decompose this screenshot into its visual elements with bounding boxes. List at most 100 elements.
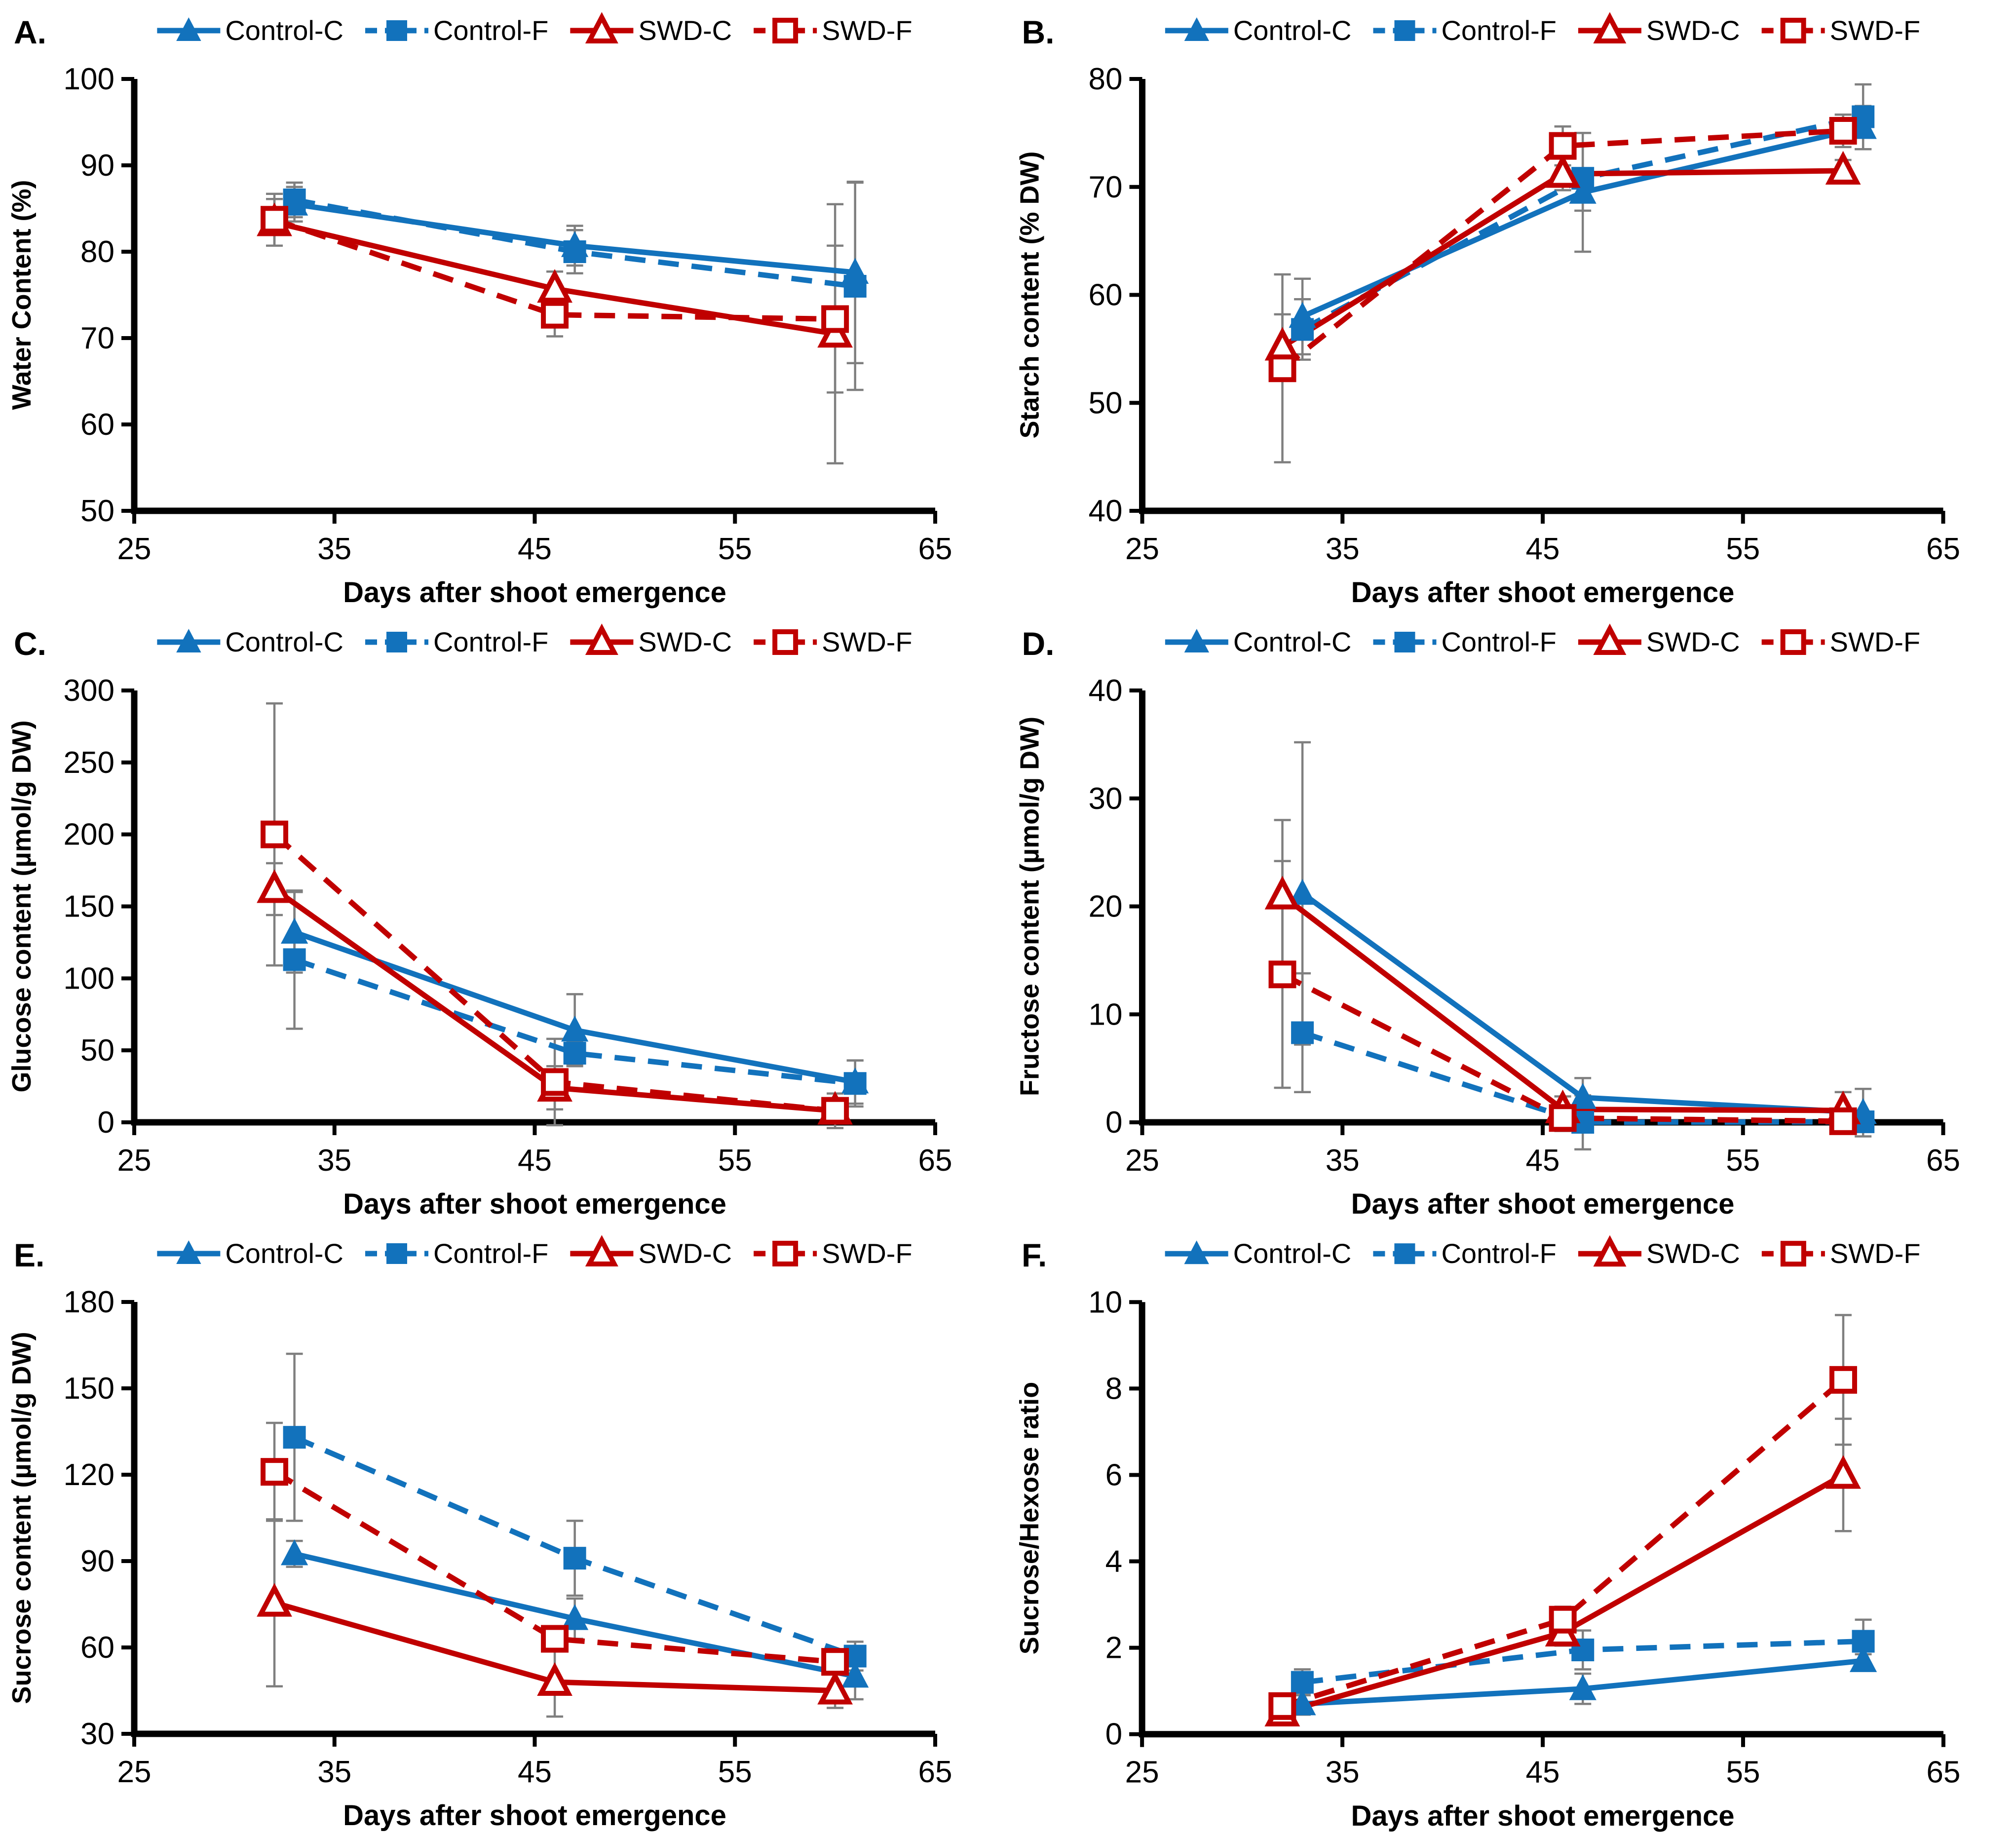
panel-letter: D. bbox=[1022, 625, 1055, 662]
y-tick-label: 60 bbox=[80, 1631, 114, 1665]
y-tick-label: 40 bbox=[1089, 674, 1123, 708]
data-point-swd-c bbox=[1264, 876, 1300, 910]
panel-a: A. Control-C Control-F SWD-C SWD-F 50 60 70 80 90… bbox=[0, 0, 1008, 612]
axes: 0 50 100 150 200 250 300 25 35 45 55 65 bbox=[64, 674, 952, 1178]
x-tick-label: 65 bbox=[1926, 1756, 1960, 1790]
x-tick-label: 55 bbox=[718, 1755, 752, 1789]
x-tick-label: 65 bbox=[918, 1755, 952, 1789]
legend-item: SWD-F bbox=[1761, 1238, 1920, 1269]
legend-marker-triangle bbox=[1184, 629, 1210, 652]
panel-e-chart: E. Control-C Control-F SWD-C SWD-F 30 60 90 120 1… bbox=[7, 1235, 952, 1832]
x-tick-label: 45 bbox=[1526, 1756, 1560, 1790]
y-tick-label: 150 bbox=[64, 1372, 114, 1406]
y-tick-label: 40 bbox=[1089, 494, 1123, 528]
data-point-swd-c bbox=[1826, 1455, 1861, 1489]
legend-item: Control-F bbox=[365, 626, 548, 657]
y-tick-label: 0 bbox=[1105, 1106, 1122, 1140]
data-point-control-c bbox=[1569, 178, 1597, 204]
x-tick-label: 35 bbox=[317, 1755, 351, 1789]
x-axis-title: Days after shoot emergence bbox=[343, 1188, 726, 1220]
data-point-control-f bbox=[1291, 1671, 1314, 1694]
x-tick-label: 35 bbox=[1326, 1144, 1360, 1178]
y-tick-label: 30 bbox=[1089, 782, 1123, 816]
x-tick-label: 35 bbox=[317, 1144, 351, 1178]
y-tick-label: 6 bbox=[1105, 1458, 1123, 1492]
legend-marker-triangle bbox=[1184, 1240, 1209, 1264]
legend-marker-square bbox=[1394, 20, 1415, 41]
panel-e: E. Control-C Control-F SWD-C SWD-F 30 60 90 120 1… bbox=[0, 1223, 1008, 1835]
panel-f-chart: F. Control-C Control-F SWD-C SWD-F 0 2 4 6 8 10 25 3… bbox=[1015, 1235, 1960, 1832]
panel-letter: A. bbox=[14, 14, 46, 50]
data-point-control-c bbox=[281, 1539, 308, 1566]
legend-marker-square bbox=[772, 18, 799, 43]
data-point-swd-c bbox=[537, 1662, 572, 1696]
x-tick-label: 65 bbox=[918, 1144, 952, 1178]
series-line-swd-c bbox=[1281, 1472, 1845, 1716]
data-point-swd-f bbox=[821, 1097, 849, 1125]
y-tick-label: 50 bbox=[1089, 386, 1123, 420]
x-tick-label: 25 bbox=[1125, 532, 1159, 566]
legend-label: Control-F bbox=[433, 15, 548, 46]
x-axis-title: Days after shoot emergence bbox=[1351, 1188, 1735, 1220]
series-line-swd-f bbox=[273, 217, 836, 322]
legend-label: Control-C bbox=[225, 1238, 343, 1269]
legend-item: SWD-C bbox=[1578, 1235, 1740, 1269]
y-tick-label: 100 bbox=[64, 961, 114, 995]
data-point-control-c bbox=[561, 1604, 589, 1630]
axes: 40 50 60 70 80 25 35 45 55 65 bbox=[1089, 62, 1960, 566]
y-axis-title: Sucrose/Hexose ratio bbox=[1015, 1382, 1044, 1654]
y-tick-label: 70 bbox=[1089, 170, 1123, 204]
legend-marker-triangle bbox=[1593, 1235, 1627, 1267]
legend-item: SWD-F bbox=[754, 1238, 913, 1269]
legend-item: SWD-C bbox=[570, 12, 732, 46]
data-point-swd-f bbox=[821, 305, 849, 333]
data-point-swd-c bbox=[537, 269, 572, 303]
x-tick-label: 65 bbox=[918, 532, 952, 566]
x-tick-label: 35 bbox=[317, 532, 351, 566]
legend-label: SWD-F bbox=[822, 1238, 913, 1269]
data-point-swd-f bbox=[1268, 354, 1296, 382]
data-point-control-f bbox=[1291, 1021, 1314, 1044]
x-tick-label: 25 bbox=[1125, 1756, 1159, 1790]
legend-label: Control-C bbox=[225, 15, 343, 46]
x-tick-label: 25 bbox=[117, 1755, 152, 1789]
data-point-control-f bbox=[843, 1072, 867, 1095]
legend-marker-square bbox=[1780, 1241, 1806, 1267]
data-point-swd-c bbox=[817, 1671, 853, 1705]
legend: Control-C Control-F SWD-C SWD-F bbox=[1165, 12, 1921, 46]
y-tick-label: 50 bbox=[80, 1033, 114, 1068]
legend-label: SWD-F bbox=[822, 626, 913, 657]
y-axis-title: Fructose content (µmol/g DW) bbox=[1015, 717, 1045, 1096]
legend-item: Control-C bbox=[157, 626, 343, 657]
data-point-control-f bbox=[563, 1042, 586, 1065]
data-point-control-c bbox=[1569, 1083, 1597, 1109]
data-point-control-c bbox=[1289, 879, 1316, 905]
legend-item: Control-C bbox=[1165, 626, 1351, 657]
axes: 0 2 4 6 8 10 25 35 45 55 65 bbox=[1088, 1285, 1960, 1789]
legend-item: SWD-C bbox=[570, 623, 732, 657]
y-tick-label: 70 bbox=[80, 321, 114, 355]
legend-item: SWD-F bbox=[1761, 15, 1921, 46]
panel-b-chart: B. Control-C Control-F SWD-C SWD-F 40 50 60 70 80… bbox=[1015, 12, 1960, 609]
x-tick-label: 25 bbox=[117, 532, 152, 566]
legend-label: Control-F bbox=[433, 1238, 548, 1269]
series-line-swd-f bbox=[1281, 128, 1843, 371]
data-point-swd-f bbox=[1829, 1366, 1857, 1394]
x-tick-label: 25 bbox=[1125, 1144, 1159, 1178]
data-point-swd-f bbox=[261, 820, 289, 848]
x-axis-title: Days after shoot emergence bbox=[1351, 576, 1735, 609]
legend-marker-square bbox=[1394, 632, 1415, 652]
y-tick-label: 200 bbox=[64, 818, 114, 852]
x-tick-label: 45 bbox=[1526, 532, 1560, 566]
data-point-swd-c bbox=[1825, 151, 1861, 185]
x-tick-label: 45 bbox=[1526, 1144, 1560, 1178]
legend-label: Control-F bbox=[433, 626, 548, 657]
legend-label: SWD-C bbox=[1646, 1238, 1740, 1269]
legend-label: Control-F bbox=[1441, 1238, 1556, 1269]
y-axis-title: Water Content (%) bbox=[7, 180, 37, 410]
y-tick-label: 10 bbox=[1089, 997, 1123, 1032]
legend-marker-square bbox=[1394, 1243, 1415, 1264]
legend-item: SWD-F bbox=[1761, 626, 1920, 657]
legend-label: SWD-F bbox=[1830, 15, 1921, 46]
legend-label: Control-F bbox=[1441, 15, 1556, 46]
